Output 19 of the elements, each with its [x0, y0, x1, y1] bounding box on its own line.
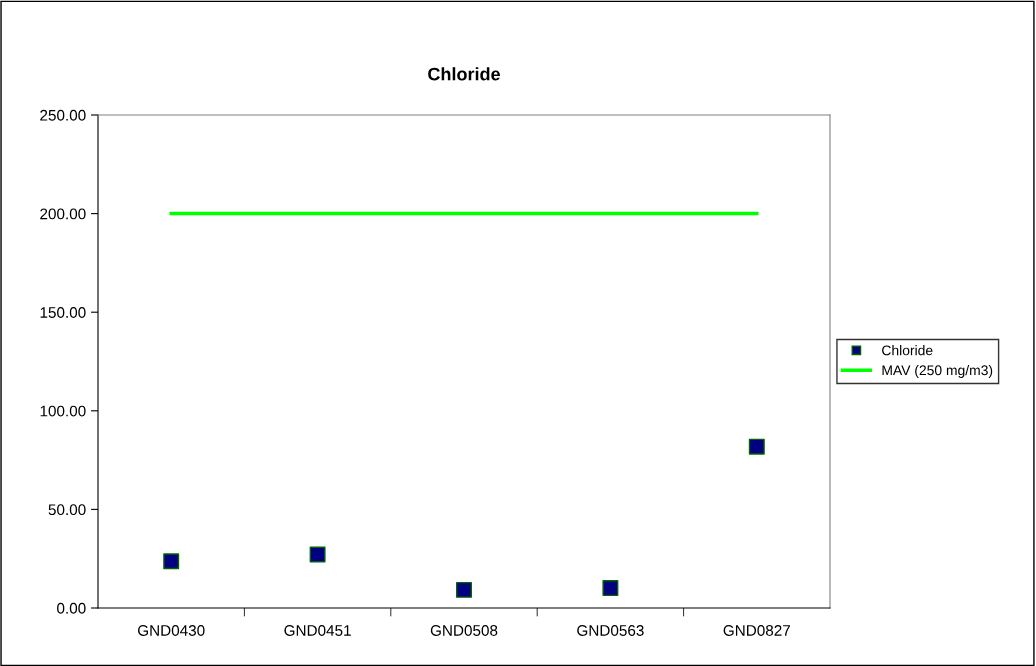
- x-tick-label: GND0508: [430, 625, 498, 636]
- legend-label: MAV (250 mg/m3): [882, 364, 993, 378]
- point: [163, 553, 180, 570]
- y-tick-label: 150.00: [40, 307, 86, 318]
- chart-title: Chloride: [428, 67, 500, 81]
- point: [456, 581, 472, 598]
- y-tick-label: 250.00: [40, 109, 86, 121]
- point: [748, 438, 765, 455]
- x-tick-label: GND0563: [577, 625, 644, 636]
- point: [602, 580, 619, 597]
- y-tick-label: 200.00: [40, 208, 86, 220]
- y-tick-label: 100.00: [40, 405, 86, 417]
- x-tick-label: GND0451: [284, 625, 351, 636]
- x-tick-label: GND0430: [138, 625, 205, 636]
- point: [309, 546, 326, 563]
- x-tick-label: GND0827: [723, 625, 790, 636]
- y-tick-label: 50.00: [48, 504, 86, 516]
- y-tick-label: 0.00: [57, 602, 86, 614]
- legend-label: Chloride: [882, 345, 933, 356]
